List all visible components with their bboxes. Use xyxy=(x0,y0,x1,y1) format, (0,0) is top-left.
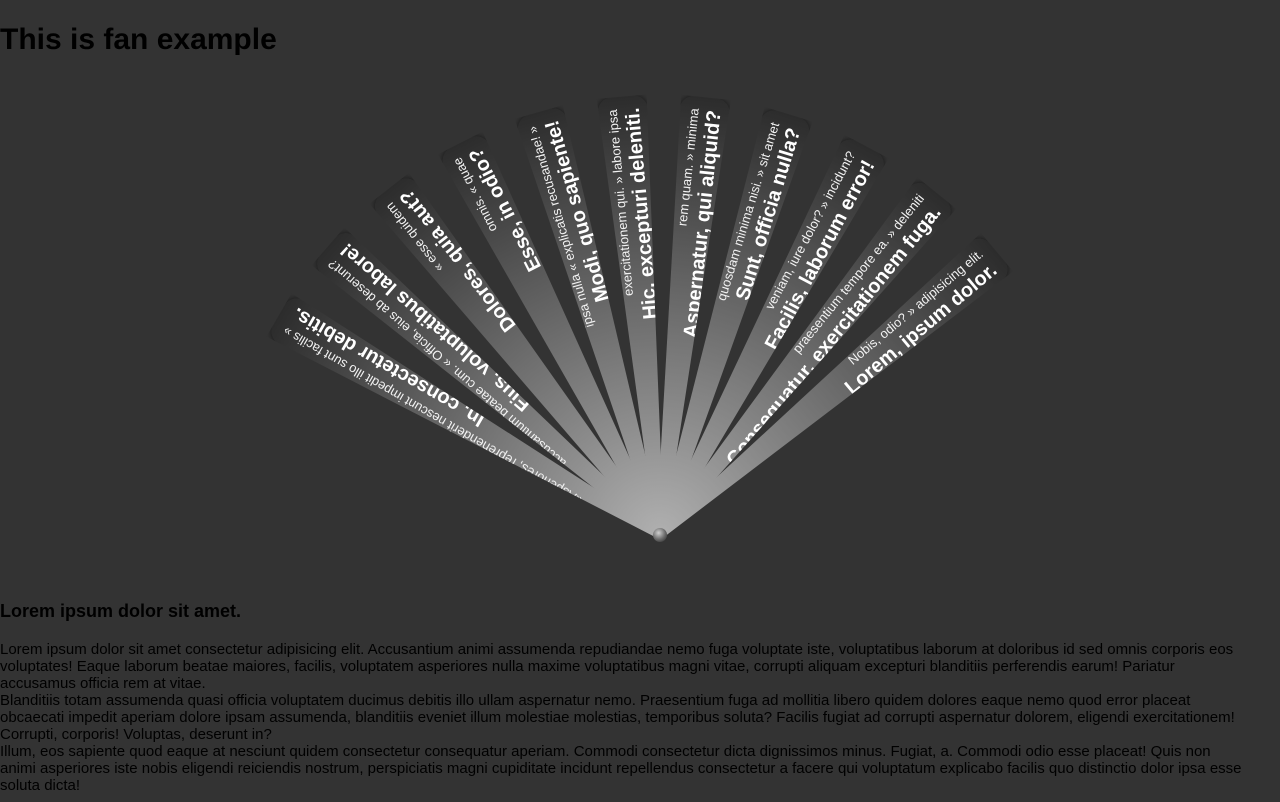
fan-pivot-icon xyxy=(653,528,667,542)
content-paragraph: Blanditiis totam assumenda quasi officia… xyxy=(0,692,1235,743)
content-title: Lorem ipsum dolor sit amet. xyxy=(0,601,242,621)
content-paragraph: Lorem ipsum dolor sit amet consectetur a… xyxy=(0,641,1234,692)
page-title: This is fan example xyxy=(0,23,277,56)
fan[interactable]: «Asperiores, reprehenderit nescunt imped… xyxy=(0,0,1280,600)
content-body: Lorem ipsum dolor sit amet consectetur a… xyxy=(0,641,1250,794)
content-paragraph: Illum, eos sapiente quod eaque at nesciu… xyxy=(0,743,1242,794)
